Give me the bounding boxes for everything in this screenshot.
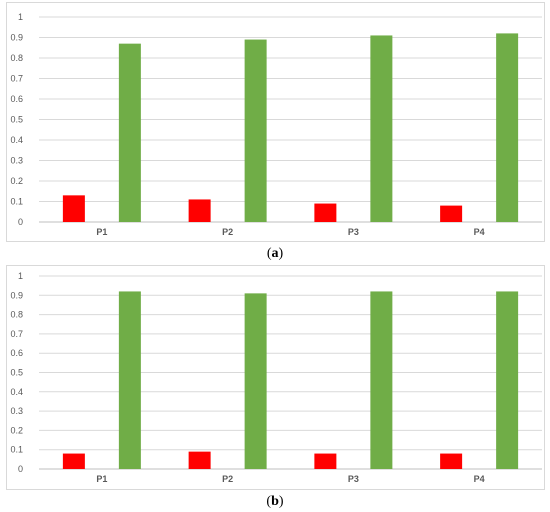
y-tick-label: 0 <box>18 464 23 474</box>
bar-p4-series-2 <box>496 291 519 469</box>
bar-p2-series-2 <box>244 293 267 469</box>
bar-p1-series-1 <box>62 453 85 469</box>
bar-p1-series-2 <box>118 43 141 223</box>
caption-b: (b) <box>0 494 550 510</box>
x-category-label: P1 <box>96 227 107 237</box>
bar-p2-series-1 <box>188 199 211 222</box>
bar-p1-series-1 <box>62 195 85 222</box>
y-tick-label: 0.2 <box>10 176 23 186</box>
y-tick-label: 0 <box>18 217 23 227</box>
bar-chart-b: 0 0.1 0.2 0.3 0.4 0.5 0.6 0.7 0.8 0.9 1 P1 P2 P3 P4 <box>10 271 542 484</box>
y-tick-label: 1 <box>18 12 23 22</box>
y-tick-label: 0.6 <box>10 348 23 358</box>
bar-p4-series-1 <box>440 205 463 222</box>
y-tick-label: 0.3 <box>10 406 23 416</box>
caption-b-open: ( <box>266 494 272 509</box>
caption-b-close: ) <box>278 494 284 509</box>
caption-b-letter: b <box>271 494 279 509</box>
y-tick-label: 0.7 <box>10 329 23 339</box>
bar-p1-series-2 <box>118 291 141 469</box>
y-tick-label: 0.1 <box>10 197 23 207</box>
bar-p4-series-2 <box>496 33 519 223</box>
x-category-label: P4 <box>474 227 485 237</box>
bar-chart-a: 0 0.1 0.2 0.3 0.4 0.5 0.6 0.7 0.8 0.9 1 P1 P2 P3 P4 <box>10 12 542 237</box>
y-tick-label: 0.5 <box>10 368 23 378</box>
y-tick-label: 0.4 <box>10 387 23 397</box>
y-tick-label: 0.9 <box>10 33 23 43</box>
bar-p3-series-1 <box>314 453 337 469</box>
chart-panel-b: 0 0.1 0.2 0.3 0.4 0.5 0.6 0.7 0.8 0.9 1 P1 P2 P3 P4 <box>6 265 545 490</box>
bar-p2-series-1 <box>188 451 211 469</box>
y-tick-label: 0.5 <box>10 115 23 125</box>
x-category-label: P3 <box>348 474 359 484</box>
x-category-label: P2 <box>222 227 233 237</box>
y-tick-label: 0.8 <box>10 53 23 63</box>
y-tick-label: 0.1 <box>10 445 23 455</box>
bar-p3-series-2 <box>370 35 393 223</box>
y-tick-label: 0.4 <box>10 135 23 145</box>
x-category-label: P1 <box>96 474 107 484</box>
y-tick-label: 1 <box>18 271 23 281</box>
caption-a-open: ( <box>266 246 272 261</box>
y-tick-label: 0.7 <box>10 74 23 84</box>
caption-a-letter: a <box>271 246 279 261</box>
y-tick-label: 0.3 <box>10 156 23 166</box>
caption-a: (a) <box>0 246 550 262</box>
y-tick-label: 0.9 <box>10 290 23 300</box>
bar-p3-series-2 <box>370 291 393 469</box>
bar-p4-series-1 <box>440 453 463 469</box>
x-category-label: P2 <box>222 474 233 484</box>
bar-p2-series-2 <box>244 39 267 222</box>
bar-p3-series-1 <box>314 203 337 222</box>
caption-a-close: ) <box>278 246 284 261</box>
x-category-label: P4 <box>474 474 485 484</box>
y-tick-label: 0.2 <box>10 425 23 435</box>
y-tick-label: 0.6 <box>10 94 23 104</box>
y-tick-label: 0.8 <box>10 310 23 320</box>
x-category-label: P3 <box>348 227 359 237</box>
chart-panel-a: 0 0.1 0.2 0.3 0.4 0.5 0.6 0.7 0.8 0.9 1 P1 P2 P3 P4 <box>6 2 545 242</box>
